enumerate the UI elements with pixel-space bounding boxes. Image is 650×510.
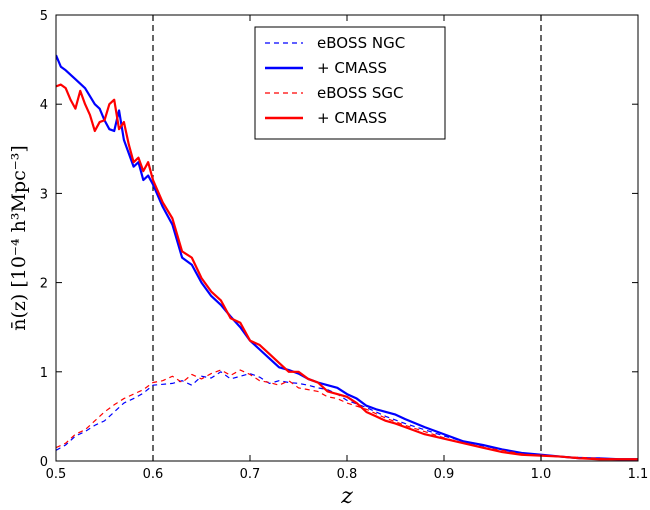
series-layer (56, 54, 638, 461)
x-tick-label: 0.9 (434, 467, 455, 482)
x-tick-label: 0.5 (46, 467, 67, 482)
y-axis-label: n̄(z) [10⁻⁴ h³Mpc⁻³] (8, 145, 30, 331)
legend: eBOSS NGC + CMASS eBOSS SGC + CMASS (254, 26, 446, 140)
series-line-2 (56, 369, 638, 460)
ticks-layer: 0.5 0.6 0.7 0.8 0.9 1.0 1.1 0 1 2 3 4 5 (40, 9, 649, 482)
legend-label-3: + CMASS (317, 109, 387, 127)
legend-label-0: eBOSS NGC (317, 34, 405, 52)
legend-label-1: + CMASS (317, 59, 387, 77)
series-line-3 (56, 83, 638, 461)
y-tick-label: 0 (40, 455, 48, 470)
y-tick-label: 4 (40, 98, 48, 113)
x-tick-label: 0.8 (337, 467, 358, 482)
y-tick-label: 5 (40, 9, 48, 24)
x-tick-label: 0.6 (143, 467, 164, 482)
legend-box (254, 26, 446, 140)
x-axis-label: z (340, 484, 353, 509)
series-line-0 (56, 371, 638, 460)
x-tick-label: 0.7 (240, 467, 261, 482)
y-tick-label: 2 (40, 277, 48, 292)
x-tick-label: 1.1 (628, 467, 649, 482)
y-tick-label: 3 (40, 187, 48, 202)
y-tick-label: 1 (40, 366, 48, 381)
series-line-1 (56, 54, 638, 461)
x-tick-label: 1.0 (531, 467, 552, 482)
legend-label-2: eBOSS SGC (317, 84, 404, 102)
reference-lines (152, 15, 542, 461)
